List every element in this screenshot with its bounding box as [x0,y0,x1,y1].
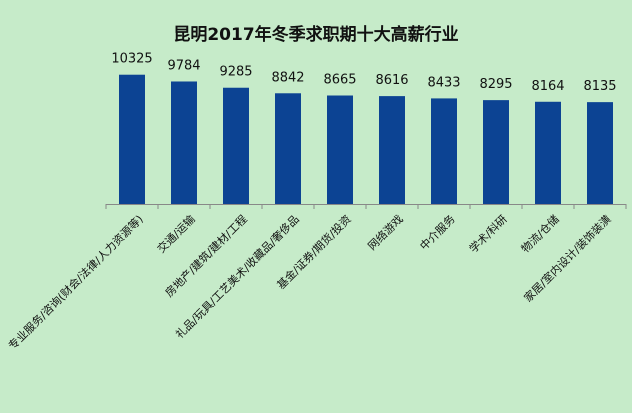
bar-7 [483,100,509,204]
category-label-1: 交通/运输 [154,212,198,256]
category-label-5: 网络游戏 [365,212,406,253]
bar-6 [431,98,457,204]
chart-title: 昆明2017年冬季求职期十大高薪行业 [173,25,459,45]
bar-9 [587,102,613,204]
bar-0 [119,74,145,204]
category-label-8: 物流/仓储 [518,212,562,256]
value-label-3: 8842 [271,70,304,85]
value-label-5: 8616 [375,73,408,88]
value-label-6: 8433 [427,75,460,90]
value-label-1: 9784 [167,58,200,73]
category-label-0: 专业服务/咨询(财会/法律/人力资源等) [5,212,146,353]
bar-8 [535,101,561,204]
bar-4 [327,95,353,204]
value-label-7: 8295 [479,77,512,92]
bar-1 [171,81,197,204]
value-label-9: 8135 [583,79,616,94]
category-labels-group: 专业服务/咨询(财会/法律/人力资源等) 交通/运输房地产/建筑/建材/工程礼品/… [5,204,627,353]
bar-5 [379,96,405,204]
bar-2 [223,87,249,204]
value-label-8: 8164 [531,79,564,94]
bars-group [119,74,613,204]
value-label-2: 9285 [219,65,252,80]
value-label-4: 8665 [323,72,356,87]
value-label-0: 10325 [111,52,152,67]
category-label-9: 家居/室内设计/装饰装潢 [521,212,614,305]
value-labels-group: 10325 9784 9285 8842 8665 8616 8433 8295 8164 813… [111,52,616,94]
category-label-6: 中介服务 [417,213,457,253]
bar-3 [275,93,301,204]
category-label-7: 学术/科研 [466,212,510,256]
